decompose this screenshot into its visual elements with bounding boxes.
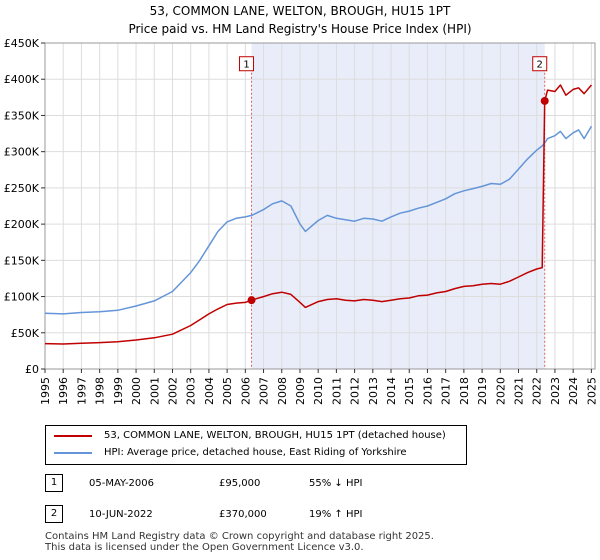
- transaction-badge: 2: [45, 505, 63, 523]
- property-price-line: [44, 84, 592, 345]
- y-tick-label: £0: [25, 363, 39, 376]
- transaction-badge: 1: [45, 474, 63, 492]
- y-tick-label: £400K: [4, 73, 40, 86]
- plot-frame: [44, 42, 596, 370]
- sale-label: 2: [537, 60, 543, 71]
- footer-line-2: This data is licensed under the Open Gov…: [45, 542, 364, 553]
- x-tick-label: 2003: [185, 377, 198, 405]
- x-tick-label: 1996: [57, 377, 70, 405]
- x-tick-label: 2017: [440, 377, 453, 405]
- x-tick-label: 2000: [130, 377, 143, 405]
- transaction-date: 05-MAY-2006: [89, 478, 155, 489]
- transaction-row-2: 2 10-JUN-2022 £370,000 19% ↑ HPI: [45, 505, 405, 523]
- chart-title: 53, COMMON LANE, WELTON, BROUGH, HU15 1P…: [149, 4, 451, 18]
- x-tick-label: 2023: [549, 377, 562, 405]
- x-tick-label: 1997: [75, 377, 88, 405]
- x-tick-label: 1995: [39, 377, 52, 405]
- footer-line-1: Contains HM Land Registry data © Crown c…: [45, 531, 434, 542]
- x-tick-label: 2018: [458, 377, 471, 405]
- x-tick-label: 2007: [258, 377, 271, 405]
- y-tick-label: £50K: [11, 327, 40, 340]
- x-tick-label: 2008: [276, 377, 289, 405]
- transaction-price: £370,000: [219, 509, 267, 520]
- x-tick-label: 2011: [330, 377, 343, 405]
- y-tick-label: £250K: [4, 182, 40, 195]
- x-tick-label: 2021: [513, 377, 526, 405]
- sale-label: 1: [243, 60, 249, 71]
- x-tick-label: 2024: [567, 377, 580, 405]
- footer-attribution: Contains HM Land Registry data © Crown c…: [45, 531, 434, 553]
- x-tick-label: 2019: [476, 377, 489, 405]
- y-tick-label: £150K: [4, 254, 40, 267]
- y-tick-label: £300K: [4, 146, 40, 159]
- x-tick-label: 2010: [312, 377, 325, 405]
- legend-label-property: 53, COMMON LANE, WELTON, BROUGH, HU15 1P…: [104, 430, 446, 441]
- transaction-date: 10-JUN-2022: [89, 509, 153, 520]
- x-tick-label: 2005: [221, 377, 234, 405]
- transaction-hpi-diff: 55% ↓ HPI: [309, 478, 363, 489]
- x-tick-label: 2001: [148, 377, 161, 405]
- x-tick-label: 2012: [349, 377, 362, 405]
- y-tick-label: £200K: [4, 218, 40, 231]
- x-tick-label: 2004: [203, 377, 216, 405]
- sale-point: [540, 96, 549, 105]
- x-tick-label: 1998: [94, 377, 107, 405]
- x-tick-label: 2025: [585, 377, 598, 405]
- x-tick-label: 2002: [166, 377, 179, 405]
- x-tick-label: 2006: [239, 377, 252, 405]
- x-tick-label: 2013: [367, 377, 380, 405]
- sale-label-box: [532, 56, 548, 72]
- x-tick-label: 2022: [531, 377, 544, 405]
- chart-legend: 53, COMMON LANE, WELTON, BROUGH, HU15 1P…: [45, 425, 467, 465]
- hpi-line: [44, 125, 593, 315]
- x-tick-label: 2016: [421, 377, 434, 405]
- x-tick-label: 1999: [112, 377, 125, 405]
- x-tick-label: 2015: [403, 377, 416, 405]
- chart-subtitle: Price paid vs. HM Land Registry's House …: [128, 22, 472, 36]
- transaction-hpi-diff: 19% ↑ HPI: [309, 509, 363, 520]
- transaction-row-1: 1 05-MAY-2006 £95,000 55% ↓ HPI: [45, 474, 405, 492]
- y-tick-label: £350K: [4, 109, 40, 122]
- sale-label-box: [239, 56, 255, 72]
- legend-label-hpi: HPI: Average price, detached house, East…: [104, 447, 407, 458]
- x-tick-label: 2020: [494, 377, 507, 405]
- sale-point: [247, 296, 256, 305]
- x-tick-label: 2014: [385, 377, 398, 405]
- legend-swatch-hpi: [54, 452, 92, 454]
- y-tick-label: £450K: [4, 37, 40, 50]
- price-chart: £0 £50K £100K £150K £200K £250K £300K £350K £400…: [4, 37, 599, 405]
- legend-swatch-property: [54, 435, 92, 437]
- y-tick-label: £100K: [4, 291, 40, 304]
- transaction-price: £95,000: [219, 478, 261, 489]
- x-tick-label: 2009: [294, 377, 307, 405]
